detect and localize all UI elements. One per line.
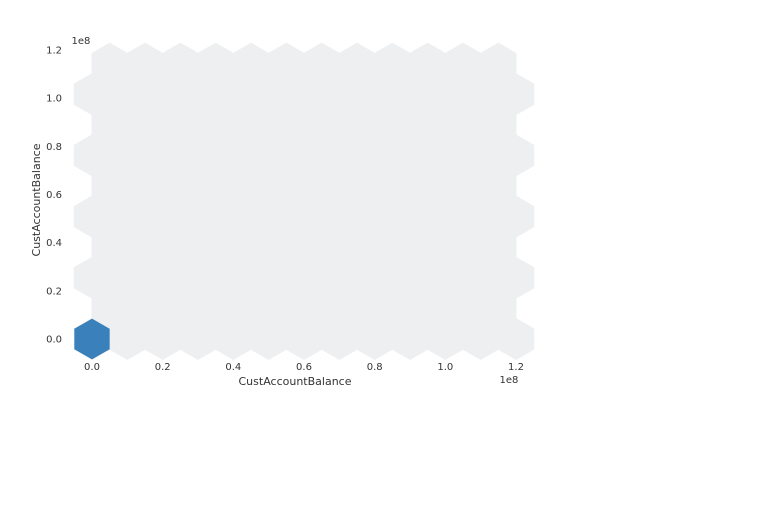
x-tick-label: 0.6 bbox=[296, 362, 312, 373]
y-tick-label: 0.2 bbox=[46, 286, 62, 297]
hexbin-data bbox=[74, 318, 110, 360]
x-axis-label: CustAccountBalance bbox=[239, 375, 352, 388]
hexbin-cell bbox=[74, 318, 110, 360]
x-tick-label: 1.0 bbox=[437, 362, 453, 373]
y-axis-label: CustAccountBalance bbox=[30, 143, 43, 256]
y-tick-label: 0.6 bbox=[46, 190, 62, 201]
x-tick-label: 0.4 bbox=[225, 362, 241, 373]
x-tick-label: 0.2 bbox=[155, 362, 171, 373]
x-tick-label: 1.2 bbox=[508, 362, 524, 373]
y-tick-label: 1.2 bbox=[46, 46, 62, 57]
x-offset-label: 1e8 bbox=[500, 375, 519, 386]
y-tick-label: 0.4 bbox=[46, 238, 62, 249]
hexbin-grid bbox=[73, 42, 535, 360]
y-offset-label: 1e8 bbox=[72, 36, 91, 47]
x-tick-label: 0.0 bbox=[84, 362, 100, 373]
x-tick-label: 0.8 bbox=[367, 362, 383, 373]
y-axis-ticks: 0.0 0.2 0.4 0.6 0.8 1.0 1.2 bbox=[46, 46, 62, 346]
hexbin-empty bbox=[480, 42, 517, 85]
y-tick-label: 0.8 bbox=[46, 142, 62, 153]
y-tick-label: 1.0 bbox=[46, 94, 62, 105]
y-tick-label: 0.0 bbox=[46, 335, 62, 346]
x-axis-ticks: 0.0 0.2 0.4 0.6 0.8 1.0 1.2 bbox=[84, 362, 524, 373]
